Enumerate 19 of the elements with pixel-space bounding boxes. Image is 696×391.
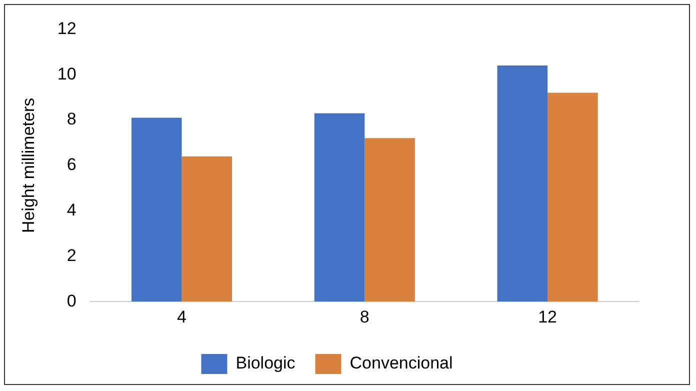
x-tick-label: 8: [360, 307, 370, 326]
y-tick-label: 10: [57, 64, 76, 84]
y-axis-title: Height millimeters: [18, 98, 38, 233]
x-tick-label: 12: [538, 307, 558, 326]
bar: [314, 113, 365, 302]
legend-label: Biologic: [236, 354, 296, 373]
y-tick-label: 6: [66, 155, 76, 174]
x-tick-label: 4: [177, 307, 186, 326]
bar: [131, 118, 182, 302]
bar: [497, 66, 548, 302]
y-tick-label: 8: [66, 110, 76, 129]
bar: [182, 156, 232, 302]
y-tick-label: 12: [57, 18, 76, 38]
y-tick-label: 4: [66, 200, 76, 220]
y-tick-label: 2: [66, 246, 76, 265]
y-tick-label: 0: [66, 291, 76, 310]
bar: [364, 138, 415, 302]
legend-label: Convencional: [350, 354, 453, 373]
bar: [548, 92, 598, 302]
